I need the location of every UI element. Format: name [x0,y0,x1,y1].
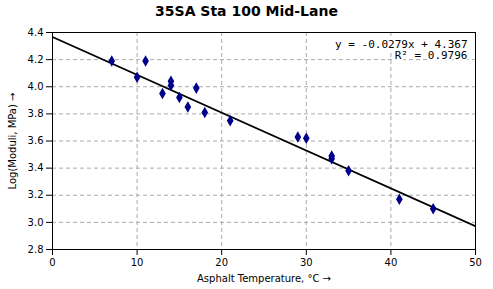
svg-text:3.2: 3.2 [28,189,44,200]
svg-text:4.4: 4.4 [28,27,44,38]
svg-text:10: 10 [131,257,144,268]
svg-text:20: 20 [215,257,228,268]
svg-text:3.6: 3.6 [28,135,44,146]
svg-text:4.2: 4.2 [28,54,44,65]
svg-text:Log(Moduli, MPa) →: Log(Moduli, MPa) → [7,93,18,190]
svg-text:3.8: 3.8 [28,108,44,119]
svg-text:0: 0 [49,257,55,268]
svg-text:2.8: 2.8 [28,244,44,255]
html-text:35SA Sta 100 Mid-Lane: 35SA Sta 100 Mid-Lane [155,3,338,19]
svg-text:50: 50 [469,257,482,268]
svg-text:Asphalt Temperature, °C →: Asphalt Temperature, °C → [197,273,331,284]
svg-text:3.0: 3.0 [28,217,44,228]
svg-text:4.0: 4.0 [28,81,44,92]
svg-text:40: 40 [385,257,398,268]
svg-text:30: 30 [300,257,313,268]
svg-text:3.4: 3.4 [28,162,44,173]
svg-text:y = -0.0279x + 4.367R² = 0.979: y = -0.0279x + 4.367R² = 0.9796 [335,38,467,62]
